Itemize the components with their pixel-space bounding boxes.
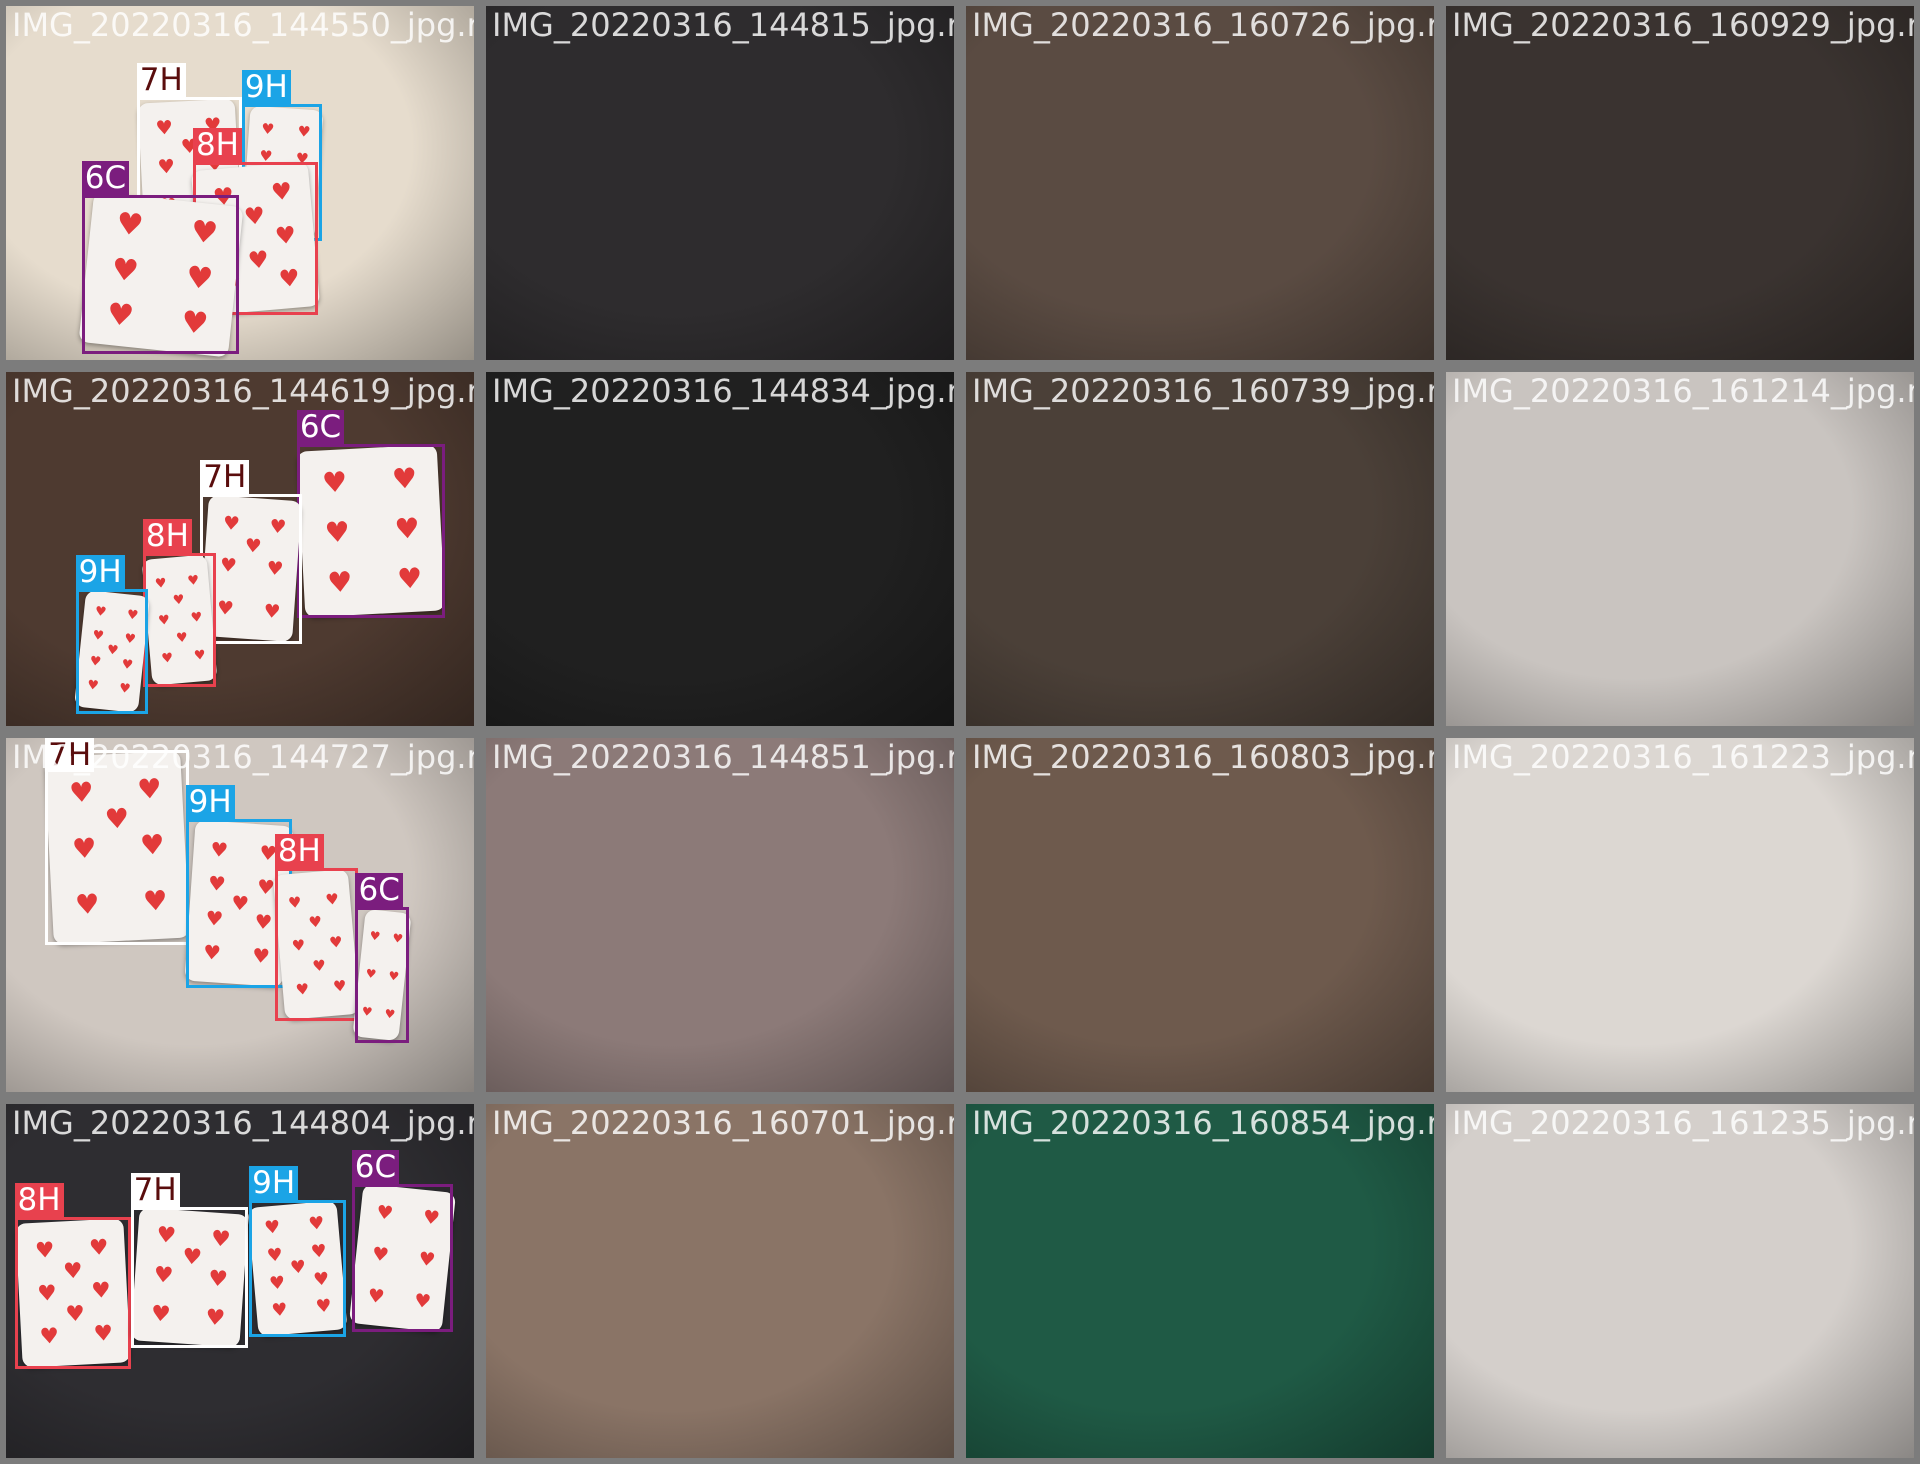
image-tile: ♥♥♥♥♥♥♥7H♥♥♥♥♥♥♥♥♥9H♥♥♥♥♥♥♥♥8H♥♥♥♥♥♥6CIM… [6,6,474,360]
image-tile: ♥♥♥♥♥♥♥♥♥♥10H♥♥2CQH♥AHKHIMG_20220316_161… [1446,738,1914,1092]
bbox-6c [352,1184,453,1332]
class-label: 7H [137,63,186,97]
photo-background [486,738,954,1092]
class-label: 7H [45,738,94,772]
photo-background [1446,372,1914,726]
bbox-8h [15,1217,131,1369]
image-tile: ♥♥♥♥♥♥♥7H♥♥♥♥♥♥6C♥♥♥♥♥♥♥♥8H♥♥♥♥♥♥♥♥♥9HIM… [966,738,1434,1092]
class-label: 8H [143,519,192,553]
image-tile: ♥♥♥♥♥♥♥♥♥9H♥♥♥♥♥♥♥♥8H♥♥♥♥♥♥♥7H♥♥♥♥♥♥6CIM… [486,372,954,726]
photo-background [966,1104,1434,1458]
bbox-8h [275,868,358,1021]
photo-background [486,1104,954,1458]
bbox-6c [355,907,409,1043]
class-label: 6C [355,873,402,907]
bbox-8h [143,553,216,687]
image-tile: ♥♥♥♥♥♥♥♥♥9H♥♥♥♥♥♥6C♥♥♥♥♥♥♥♥8H♥♥♥♥♥♥♥7HIM… [1446,6,1914,360]
bbox-9h [249,1200,346,1337]
class-label: 9H [242,70,291,104]
photo-background [1446,1104,1914,1458]
image-tile: ♥♥♥♥♥♥♥♥♥♥10H♥♥2CQH♥AHKHIMG_20220316_161… [1446,372,1914,726]
image-tile: ♥♥♥♥♥♥♥♥8H♥♥♥♥♥♥♥7H♥♥♥♥♥♥♥♥♥9H♥♥♥♥♥♥6CIM… [486,6,954,360]
bbox-6c [82,195,240,354]
bbox-7h [45,750,189,945]
class-label: 9H [249,1166,298,1200]
photo-background [486,372,954,726]
class-label: 6C [297,410,344,444]
photo-background [966,6,1434,360]
image-tile: ♥♥♥♥♥♥♥7H♥♥♥♥♥♥6C♥♥♥♥♥♥♥♥♥9H♥♥♥♥♥♥♥♥8HIM… [966,372,1434,726]
class-label: 6C [82,161,129,195]
image-tile: ♥♥♥♥♥♥♥♥8H♥♥♥♥♥♥♥7H♥♥♥♥♥♥6C♥♥♥♥♥♥♥♥♥9HIM… [966,1104,1434,1458]
photo-background [1446,6,1914,360]
class-label: 9H [76,555,125,589]
photo-background [486,6,954,360]
image-tile: ♥♥♥♥♥♥♥7H♥♥♥♥♥♥6C♥♥♥♥♥♥♥♥♥9H♥♥♥♥♥♥♥♥8HIM… [486,1104,954,1458]
class-label: 7H [131,1173,180,1207]
image-tile: ♥♥♥♥♥♥♥7H♥♥♥♥♥♥6C♥♥♥♥♥♥♥♥♥9H♥♥♥♥♥♥♥♥8HIM… [966,6,1434,360]
bbox-7h [131,1207,248,1348]
image-tile: ♥♥♥♥♥♥6C♥♥♥♥♥♥♥♥♥9H♥♥♥♥♥♥♥7H♥♥♥♥♥♥♥♥8HIM… [486,738,954,1092]
image-tile: ♥ ♥ ♥ ♥ ♥ ♥ 6C ♥ ♥ ♥ ♥ ♥ ♥ ♥ 7H ♥ ♥ ♥ ♥ ♥ ♥ ♥ ♥ 8H ♥ ♥ ♥ ♥ ♥ ♥ ♥ ♥ ♥ 9H IM… [6,372,474,726]
image-tile: ♥AHQH♥♥2CKH♥♥♥♥♥♥♥♥♥♥10HIMG_20220316_161… [1446,1104,1914,1458]
photo-background [966,738,1434,1092]
photo-background [966,372,1434,726]
class-label: 8H [275,834,324,868]
class-label: 6C [352,1150,399,1184]
photo-background [1446,738,1914,1092]
class-label: 9H [186,785,235,819]
bbox-6c [297,444,445,618]
class-label: 8H [193,128,242,162]
class-label: 7H [200,460,249,494]
bbox-9h [76,589,148,714]
class-label: 8H [15,1183,64,1217]
